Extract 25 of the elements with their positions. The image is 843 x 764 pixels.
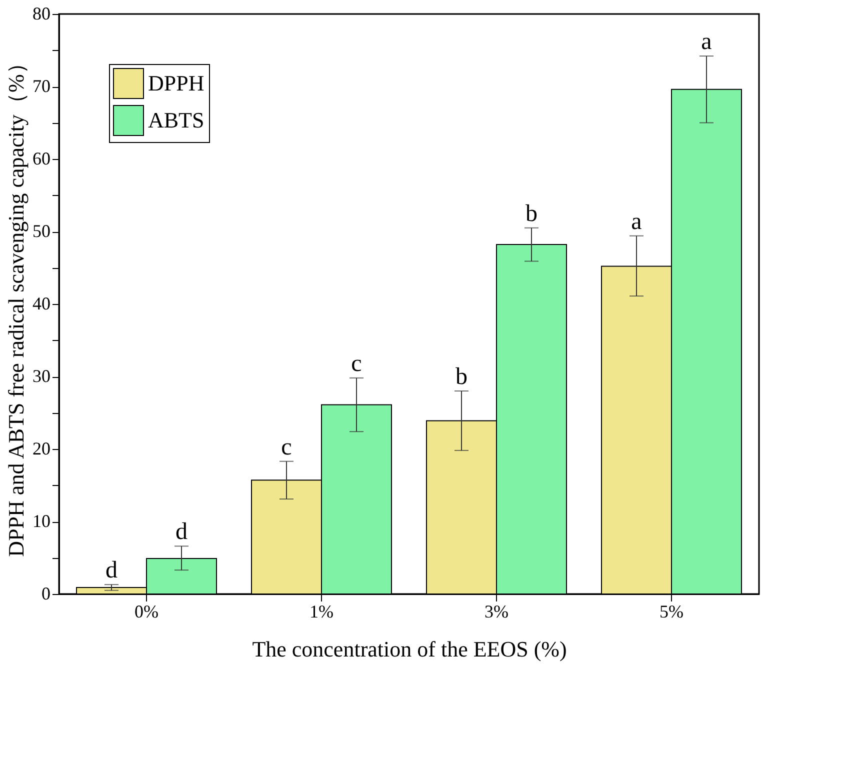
data-label: d (106, 558, 118, 584)
y-tick-label: 0 (42, 584, 50, 604)
x-tick-label: 1% (310, 602, 334, 622)
data-label: d (176, 519, 188, 546)
data-label: b (456, 364, 468, 390)
y-tick-label: 30 (32, 366, 50, 386)
x-tick-label: 5% (660, 602, 684, 622)
x-tick-label: 0% (134, 602, 158, 622)
data-label: a (631, 208, 642, 235)
y-tick-label: 20 (32, 438, 50, 458)
y-tick-label: 80 (32, 4, 50, 24)
y-tick-label: 40 (32, 294, 50, 314)
y-tick-label: 70 (32, 76, 50, 96)
data-label: b (526, 200, 538, 227)
y-tick-label: 50 (32, 221, 50, 241)
legend-label: ABTS (148, 108, 204, 132)
y-tick-label: 10 (32, 511, 50, 531)
legend-label: DPPH (148, 70, 204, 96)
data-label: a (701, 29, 712, 56)
x-axis-title: The concentration of the EEOS (%) (252, 636, 567, 662)
y-tick-label: 60 (32, 148, 50, 168)
data-label: c (281, 434, 292, 460)
y-axis-title: DPPH and ABTS free radical scavenging capacity（%） (4, 52, 28, 557)
x-tick-label: 3% (484, 602, 508, 622)
data-label: c (351, 350, 362, 377)
